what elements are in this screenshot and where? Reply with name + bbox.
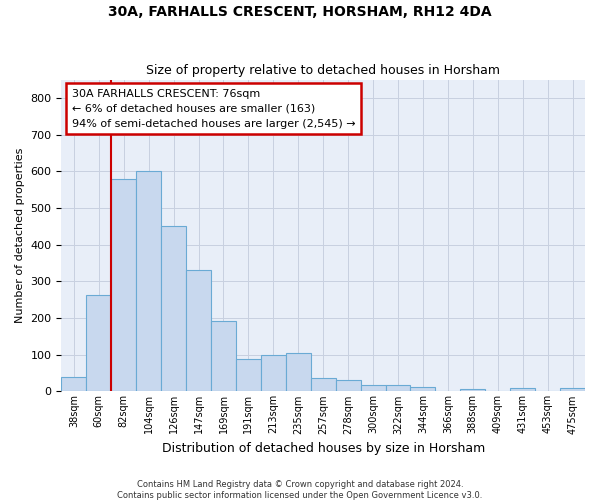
Text: 30A FARHALLS CRESCENT: 76sqm
← 6% of detached houses are smaller (163)
94% of se: 30A FARHALLS CRESCENT: 76sqm ← 6% of det… <box>72 89 355 128</box>
Bar <box>410 386 436 392</box>
Bar <box>111 178 136 392</box>
Text: 30A, FARHALLS CRESCENT, HORSHAM, RH12 4DA: 30A, FARHALLS CRESCENT, HORSHAM, RH12 4D… <box>108 5 492 19</box>
Bar <box>286 353 311 392</box>
Text: Contains HM Land Registry data © Crown copyright and database right 2024.
Contai: Contains HM Land Registry data © Crown c… <box>118 480 482 500</box>
Bar <box>510 388 535 392</box>
Bar <box>261 354 286 392</box>
Bar <box>161 226 186 392</box>
Bar <box>186 270 211 392</box>
Bar <box>136 172 161 392</box>
Bar <box>236 359 261 392</box>
Bar <box>61 378 86 392</box>
Bar <box>560 388 585 392</box>
Bar <box>311 378 335 392</box>
Bar <box>335 380 361 392</box>
Bar <box>386 385 410 392</box>
Title: Size of property relative to detached houses in Horsham: Size of property relative to detached ho… <box>146 64 500 77</box>
Bar <box>361 385 386 392</box>
Bar <box>211 320 236 392</box>
Bar <box>460 389 485 392</box>
Bar <box>86 296 111 392</box>
Y-axis label: Number of detached properties: Number of detached properties <box>15 148 25 323</box>
X-axis label: Distribution of detached houses by size in Horsham: Distribution of detached houses by size … <box>161 442 485 455</box>
